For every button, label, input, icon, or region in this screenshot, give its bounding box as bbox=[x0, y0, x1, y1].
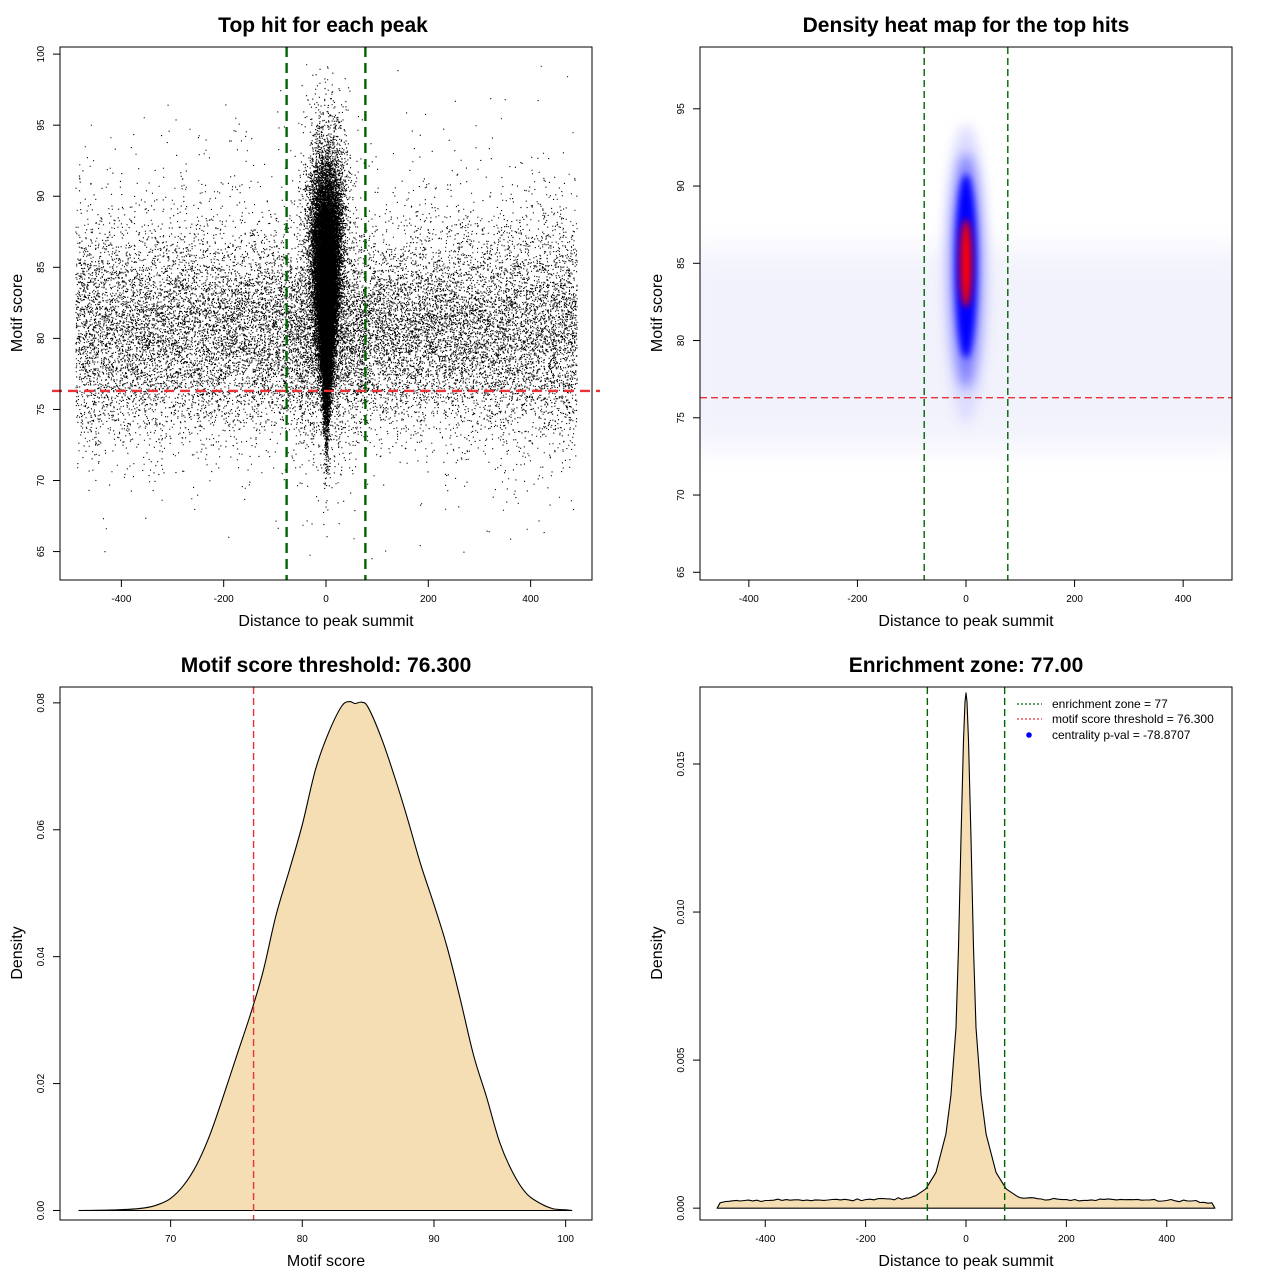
scatter-x-tick-label: -400 bbox=[111, 594, 131, 605]
distance-density-x-tick-label: -200 bbox=[856, 1234, 876, 1245]
heatmap-reference-lines bbox=[700, 47, 1232, 580]
legend-centrality: centrality p-val = -78.8707 bbox=[1052, 728, 1191, 742]
distance-density-x-label: Distance to peak summit bbox=[878, 1253, 1054, 1270]
score-density-y-tick-label: 0.06 bbox=[36, 820, 47, 840]
scatter-y-tick-label: 100 bbox=[36, 45, 47, 62]
scatter-axes: -400 -200 0 200 400 65 70 75 80 85 90 95 100 bbox=[36, 45, 539, 605]
heatmap-x-tick-label: -200 bbox=[847, 594, 867, 605]
scatter-title: Top hit for each peak bbox=[218, 14, 428, 37]
heatmap-y-tick-label: 80 bbox=[676, 335, 687, 347]
distance-density-x-tick-label: -400 bbox=[755, 1234, 775, 1245]
scatter-x-tick-label: -200 bbox=[214, 594, 234, 605]
scatter-y-tick-label: 90 bbox=[36, 190, 47, 202]
heatmap-peak-density bbox=[960, 219, 972, 308]
distance-density-area bbox=[716, 692, 1216, 1209]
heatmap-y-tick-label: 95 bbox=[676, 103, 687, 115]
heatmap-y-label: Motif score bbox=[649, 274, 666, 352]
score-density-y-tick-label: 0.04 bbox=[36, 947, 47, 967]
score-density-x-tick-label: 70 bbox=[165, 1234, 177, 1245]
score-density-axes: 70 80 90 100 0.00 0.02 0.04 0.06 0.08 bbox=[36, 693, 574, 1245]
scatter-reference-lines bbox=[52, 47, 600, 580]
distance-density-axes: -400 -200 0 200 400 0.000 0.005 0.010 0.015 bbox=[676, 751, 1176, 1245]
heatmap-axes: -400 -200 0 200 400 65 70 75 80 85 90 95 bbox=[676, 103, 1192, 605]
scatter-y-tick-label: 80 bbox=[36, 332, 47, 344]
score-density-x-tick-label: 80 bbox=[297, 1234, 309, 1245]
distance-density-y-tick-label: 0.015 bbox=[676, 751, 687, 776]
legend-enrichment-zone: enrichment zone = 77 bbox=[1052, 697, 1168, 711]
distance-density-y-tick-label: 0.000 bbox=[676, 1195, 687, 1220]
heatmap-x-tick-label: -400 bbox=[739, 594, 759, 605]
heatmap-x-tick-label: 0 bbox=[963, 594, 969, 605]
scatter-x-label: Distance to peak summit bbox=[238, 613, 414, 630]
heatmap-x-tick-label: 200 bbox=[1066, 594, 1083, 605]
scatter-x-tick-label: 0 bbox=[323, 594, 329, 605]
distance-density-panel: Enrichment zone: 77.00 -400 -200 0 200 400 0.… bbox=[649, 654, 1233, 1270]
heatmap-y-tick-label: 85 bbox=[676, 257, 687, 269]
heatmap-x-tick-label: 400 bbox=[1175, 594, 1192, 605]
distance-density-y-label: Density bbox=[649, 926, 666, 979]
distance-density-y-tick-label: 0.005 bbox=[676, 1047, 687, 1072]
heatmap-y-tick-label: 70 bbox=[676, 489, 687, 501]
score-density-y-label: Density bbox=[9, 926, 26, 979]
legend-centrality-swatch bbox=[1026, 732, 1032, 738]
heatmap-panel: Density heat map for the top hits -400 -2… bbox=[649, 14, 1233, 630]
score-density-panel: Motif score threshold: 76.300 70 80 90 100 0… bbox=[9, 654, 593, 1270]
distance-density-x-tick-label: 200 bbox=[1058, 1234, 1075, 1245]
scatter-y-tick-label: 70 bbox=[36, 475, 47, 487]
heatmap-y-tick-label: 65 bbox=[676, 566, 687, 578]
scatter-y-tick-label: 95 bbox=[36, 119, 47, 131]
distance-density-y-tick-label: 0.010 bbox=[676, 899, 687, 924]
legend: enrichment zone = 77 motif score thresho… bbox=[1017, 697, 1214, 742]
score-density-y-tick-label: 0.00 bbox=[36, 1200, 47, 1220]
score-density-x-label: Motif score bbox=[287, 1253, 365, 1270]
score-density-y-tick-label: 0.02 bbox=[36, 1073, 47, 1093]
heatmap-title: Density heat map for the top hits bbox=[803, 14, 1130, 37]
scatter-x-tick-label: 200 bbox=[420, 594, 437, 605]
heatmap-x-label: Distance to peak summit bbox=[878, 613, 1054, 630]
score-density-x-tick-label: 100 bbox=[557, 1234, 574, 1245]
scatter-y-tick-label: 65 bbox=[36, 546, 47, 558]
heatmap-density bbox=[700, 47, 1232, 580]
scatter-y-tick-label: 85 bbox=[36, 261, 47, 273]
distance-density-title: Enrichment zone: 77.00 bbox=[849, 654, 1084, 677]
scatter-points bbox=[75, 64, 578, 560]
score-density-y-tick-label: 0.08 bbox=[36, 693, 47, 713]
scatter-panel: Top hit for each peak -400 -200 0 200 400 65 7… bbox=[9, 14, 600, 630]
scatter-y-label: Motif score bbox=[9, 274, 26, 352]
heatmap-y-tick-label: 90 bbox=[676, 180, 687, 192]
score-density-line bbox=[78, 701, 573, 1212]
distance-density-x-tick-label: 0 bbox=[963, 1234, 969, 1245]
legend-motif-threshold: motif score threshold = 76.300 bbox=[1052, 712, 1214, 726]
heatmap-y-tick-label: 75 bbox=[676, 412, 687, 424]
score-density-x-tick-label: 90 bbox=[428, 1234, 440, 1245]
score-density-title: Motif score threshold: 76.300 bbox=[181, 654, 472, 677]
distance-density-x-tick-label: 400 bbox=[1158, 1234, 1175, 1245]
score-density-area bbox=[78, 701, 573, 1211]
score-density-curve bbox=[78, 687, 573, 1220]
scatter-x-tick-label: 400 bbox=[522, 594, 539, 605]
distance-density-curve bbox=[716, 687, 1216, 1220]
scatter-y-tick-label: 75 bbox=[36, 403, 47, 415]
scatter-point-cloud bbox=[75, 64, 578, 560]
